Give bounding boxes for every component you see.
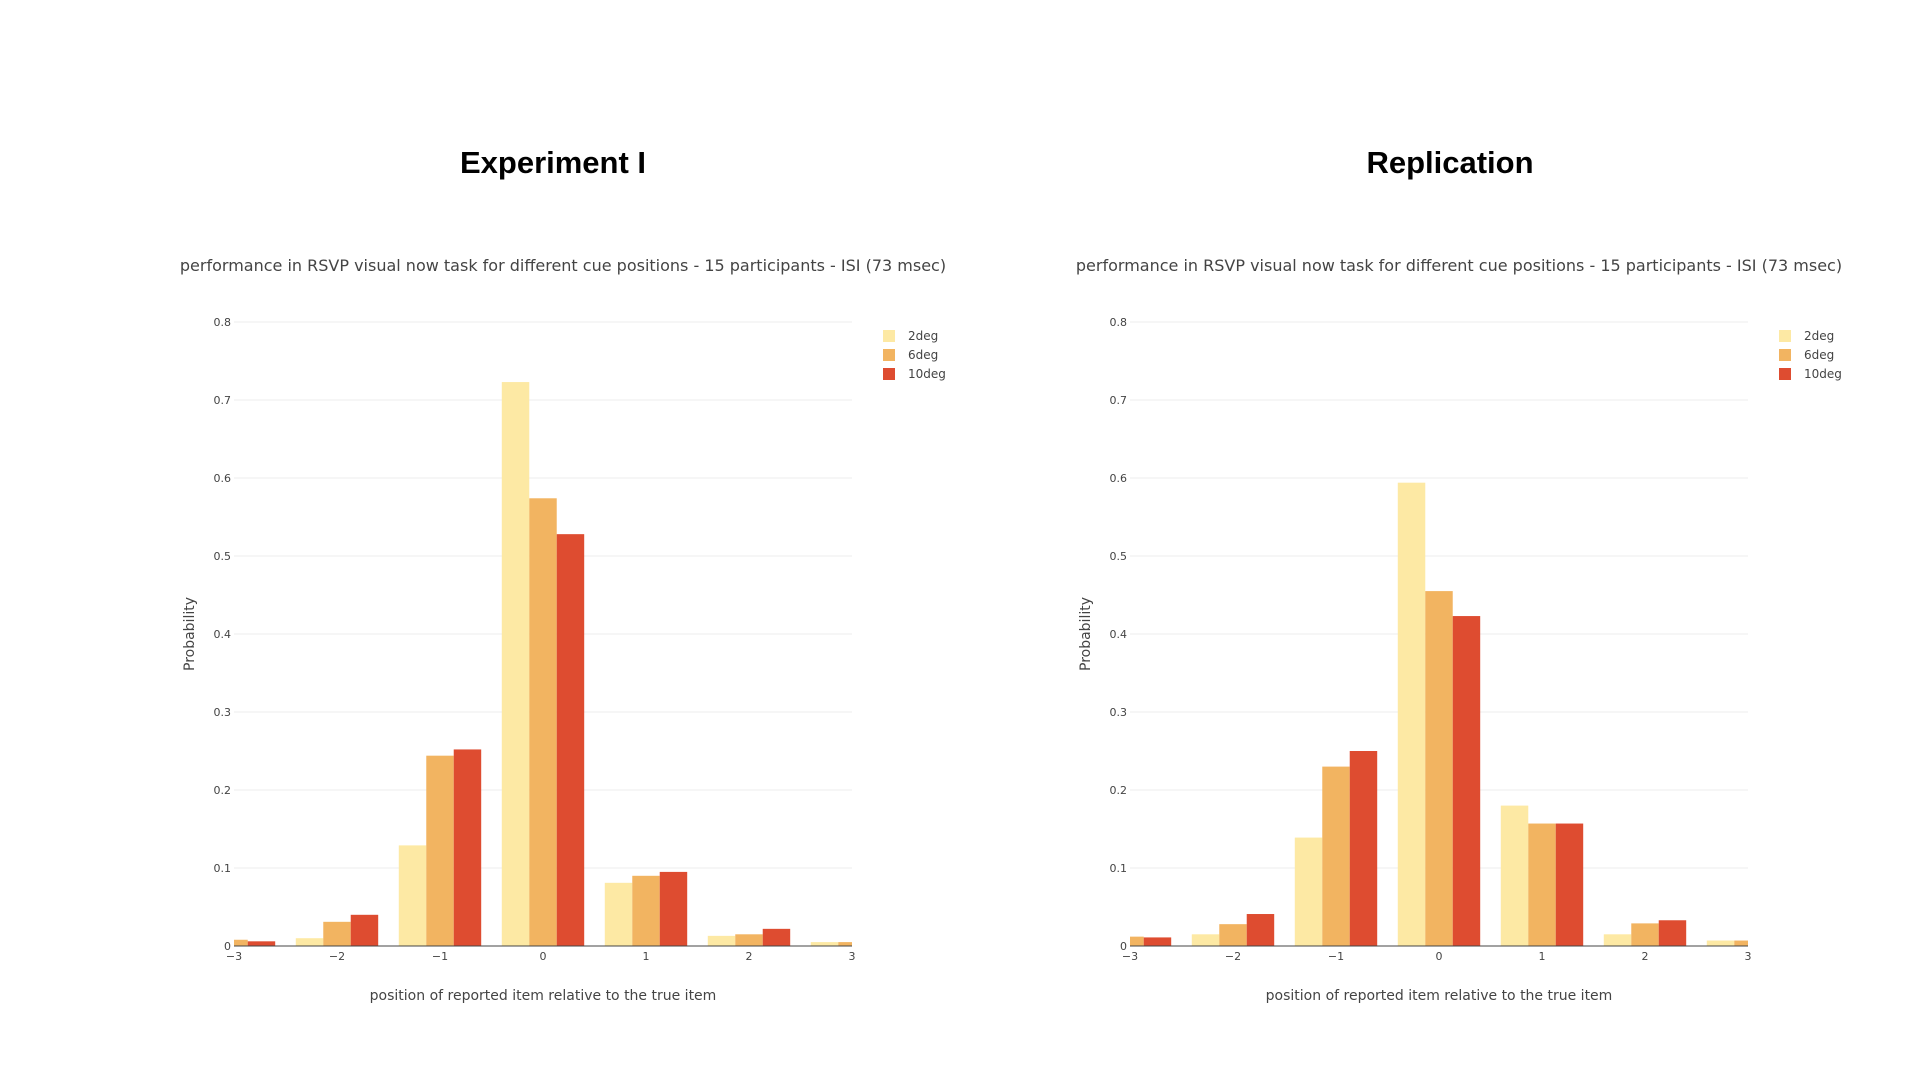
bar-2deg-1 xyxy=(604,882,633,946)
bar-2deg--2 xyxy=(1191,934,1220,946)
panel-title-experiment: Experiment I xyxy=(459,145,647,180)
legend-swatch-6deg xyxy=(1779,349,1791,361)
chart-title: performance in RSVP visual now task for … xyxy=(180,256,946,275)
legend-label-6deg: 6deg xyxy=(1804,348,1834,362)
x-tick-label: 0 xyxy=(540,950,547,963)
legend-label-10deg: 10deg xyxy=(1804,367,1842,381)
bar-6deg-0 xyxy=(529,498,557,946)
bar-2deg-2 xyxy=(707,935,736,946)
bar-2deg-1 xyxy=(1500,805,1529,946)
bar-6deg-0 xyxy=(1425,591,1453,946)
bar-10deg--2 xyxy=(1246,914,1275,946)
x-axis-label: position of reported item relative to th… xyxy=(370,988,717,1004)
legend-label-2deg: 2deg xyxy=(1804,329,1834,343)
chart-replication: performance in RSVP visual now task for … xyxy=(1076,256,1842,1004)
legend-swatch-2deg xyxy=(883,330,895,342)
legend-label-6deg: 6deg xyxy=(908,348,938,362)
bar-10deg--1 xyxy=(453,749,482,946)
bar-2deg-0 xyxy=(501,382,530,946)
bar-6deg--1 xyxy=(1322,766,1350,946)
x-tick-label: −1 xyxy=(1328,950,1344,963)
bar-2deg-3 xyxy=(810,942,839,946)
y-tick-label: 0.2 xyxy=(214,784,232,797)
y-tick-label: 0.3 xyxy=(1110,706,1128,719)
x-tick-label: 3 xyxy=(1745,950,1752,963)
bar-2deg--1 xyxy=(398,845,427,946)
y-tick-label: 0.1 xyxy=(214,862,232,875)
bar-6deg-3 xyxy=(1734,940,1748,946)
y-tick-label: 0.4 xyxy=(214,628,232,641)
bar-2deg--1 xyxy=(1294,837,1323,946)
bar-10deg--1 xyxy=(1349,751,1378,946)
bar-10deg--3 xyxy=(247,941,276,946)
bar-2deg-3 xyxy=(1706,940,1735,946)
legend-swatch-6deg xyxy=(883,349,895,361)
bar-6deg-2 xyxy=(735,934,763,946)
legend-swatch-2deg xyxy=(1779,330,1791,342)
bar-6deg--1 xyxy=(426,755,454,946)
y-tick-label: 0 xyxy=(1120,940,1127,953)
bar-10deg-1 xyxy=(659,871,688,946)
chart-experiment: performance in RSVP visual now task for … xyxy=(180,256,946,1004)
x-tick-label: −2 xyxy=(329,950,345,963)
y-tick-label: 0.6 xyxy=(1110,472,1128,485)
y-tick-label: 0.8 xyxy=(1110,316,1128,329)
bar-10deg-1 xyxy=(1555,823,1584,946)
x-tick-label: 1 xyxy=(1539,950,1546,963)
y-tick-label: 0.7 xyxy=(214,394,232,407)
y-tick-label: 0.3 xyxy=(214,706,232,719)
y-tick-label: 0.5 xyxy=(1110,550,1128,563)
bar-10deg-0 xyxy=(1452,616,1481,946)
bar-6deg--3 xyxy=(234,939,248,946)
bar-10deg-2 xyxy=(1658,920,1687,946)
x-tick-label: 3 xyxy=(849,950,856,963)
bar-6deg-1 xyxy=(632,875,660,946)
legend-label-2deg: 2deg xyxy=(908,329,938,343)
x-tick-label: 2 xyxy=(1642,950,1649,963)
y-axis-label: Probability xyxy=(1078,597,1094,671)
y-tick-label: 0.1 xyxy=(1110,862,1128,875)
x-axis-label: position of reported item relative to th… xyxy=(1266,988,1613,1004)
bar-2deg-0 xyxy=(1397,482,1426,946)
bar-6deg-2 xyxy=(1631,923,1659,946)
bar-6deg--2 xyxy=(1219,924,1247,946)
y-tick-label: 0.5 xyxy=(214,550,232,563)
x-tick-label: 2 xyxy=(746,950,753,963)
x-tick-label: 0 xyxy=(1436,950,1443,963)
bar-2deg-2 xyxy=(1603,934,1632,946)
panel-title-replication: Replication xyxy=(1366,145,1534,180)
x-tick-label: 1 xyxy=(643,950,650,963)
y-axis-label: Probability xyxy=(182,597,198,671)
bar-10deg-2 xyxy=(762,928,791,946)
bar-6deg-1 xyxy=(1528,823,1556,946)
x-tick-label: −3 xyxy=(226,950,242,963)
legend-swatch-10deg xyxy=(1779,368,1791,380)
legend-swatch-10deg xyxy=(883,368,895,380)
x-tick-label: −2 xyxy=(1225,950,1241,963)
bar-group xyxy=(1130,482,1748,946)
bar-2deg--2 xyxy=(295,938,324,946)
y-tick-label: 0 xyxy=(224,940,231,953)
x-tick-label: −1 xyxy=(432,950,448,963)
y-tick-label: 0.8 xyxy=(214,316,232,329)
x-tick-label: −3 xyxy=(1122,950,1138,963)
y-tick-label: 0.4 xyxy=(1110,628,1128,641)
bar-2deg--3 xyxy=(193,940,220,946)
bar-group xyxy=(193,382,852,946)
chart-title: performance in RSVP visual now task for … xyxy=(1076,256,1842,275)
bar-10deg--2 xyxy=(350,914,379,946)
bar-10deg-0 xyxy=(556,534,585,946)
bar-6deg--2 xyxy=(323,921,351,946)
y-tick-label: 0.2 xyxy=(1110,784,1128,797)
bar-6deg-3 xyxy=(838,942,852,946)
bar-6deg--3 xyxy=(1130,936,1144,946)
y-tick-label: 0.6 xyxy=(214,472,232,485)
y-tick-label: 0.7 xyxy=(1110,394,1128,407)
bar-10deg--3 xyxy=(1143,937,1172,946)
legend-label-10deg: 10deg xyxy=(908,367,946,381)
